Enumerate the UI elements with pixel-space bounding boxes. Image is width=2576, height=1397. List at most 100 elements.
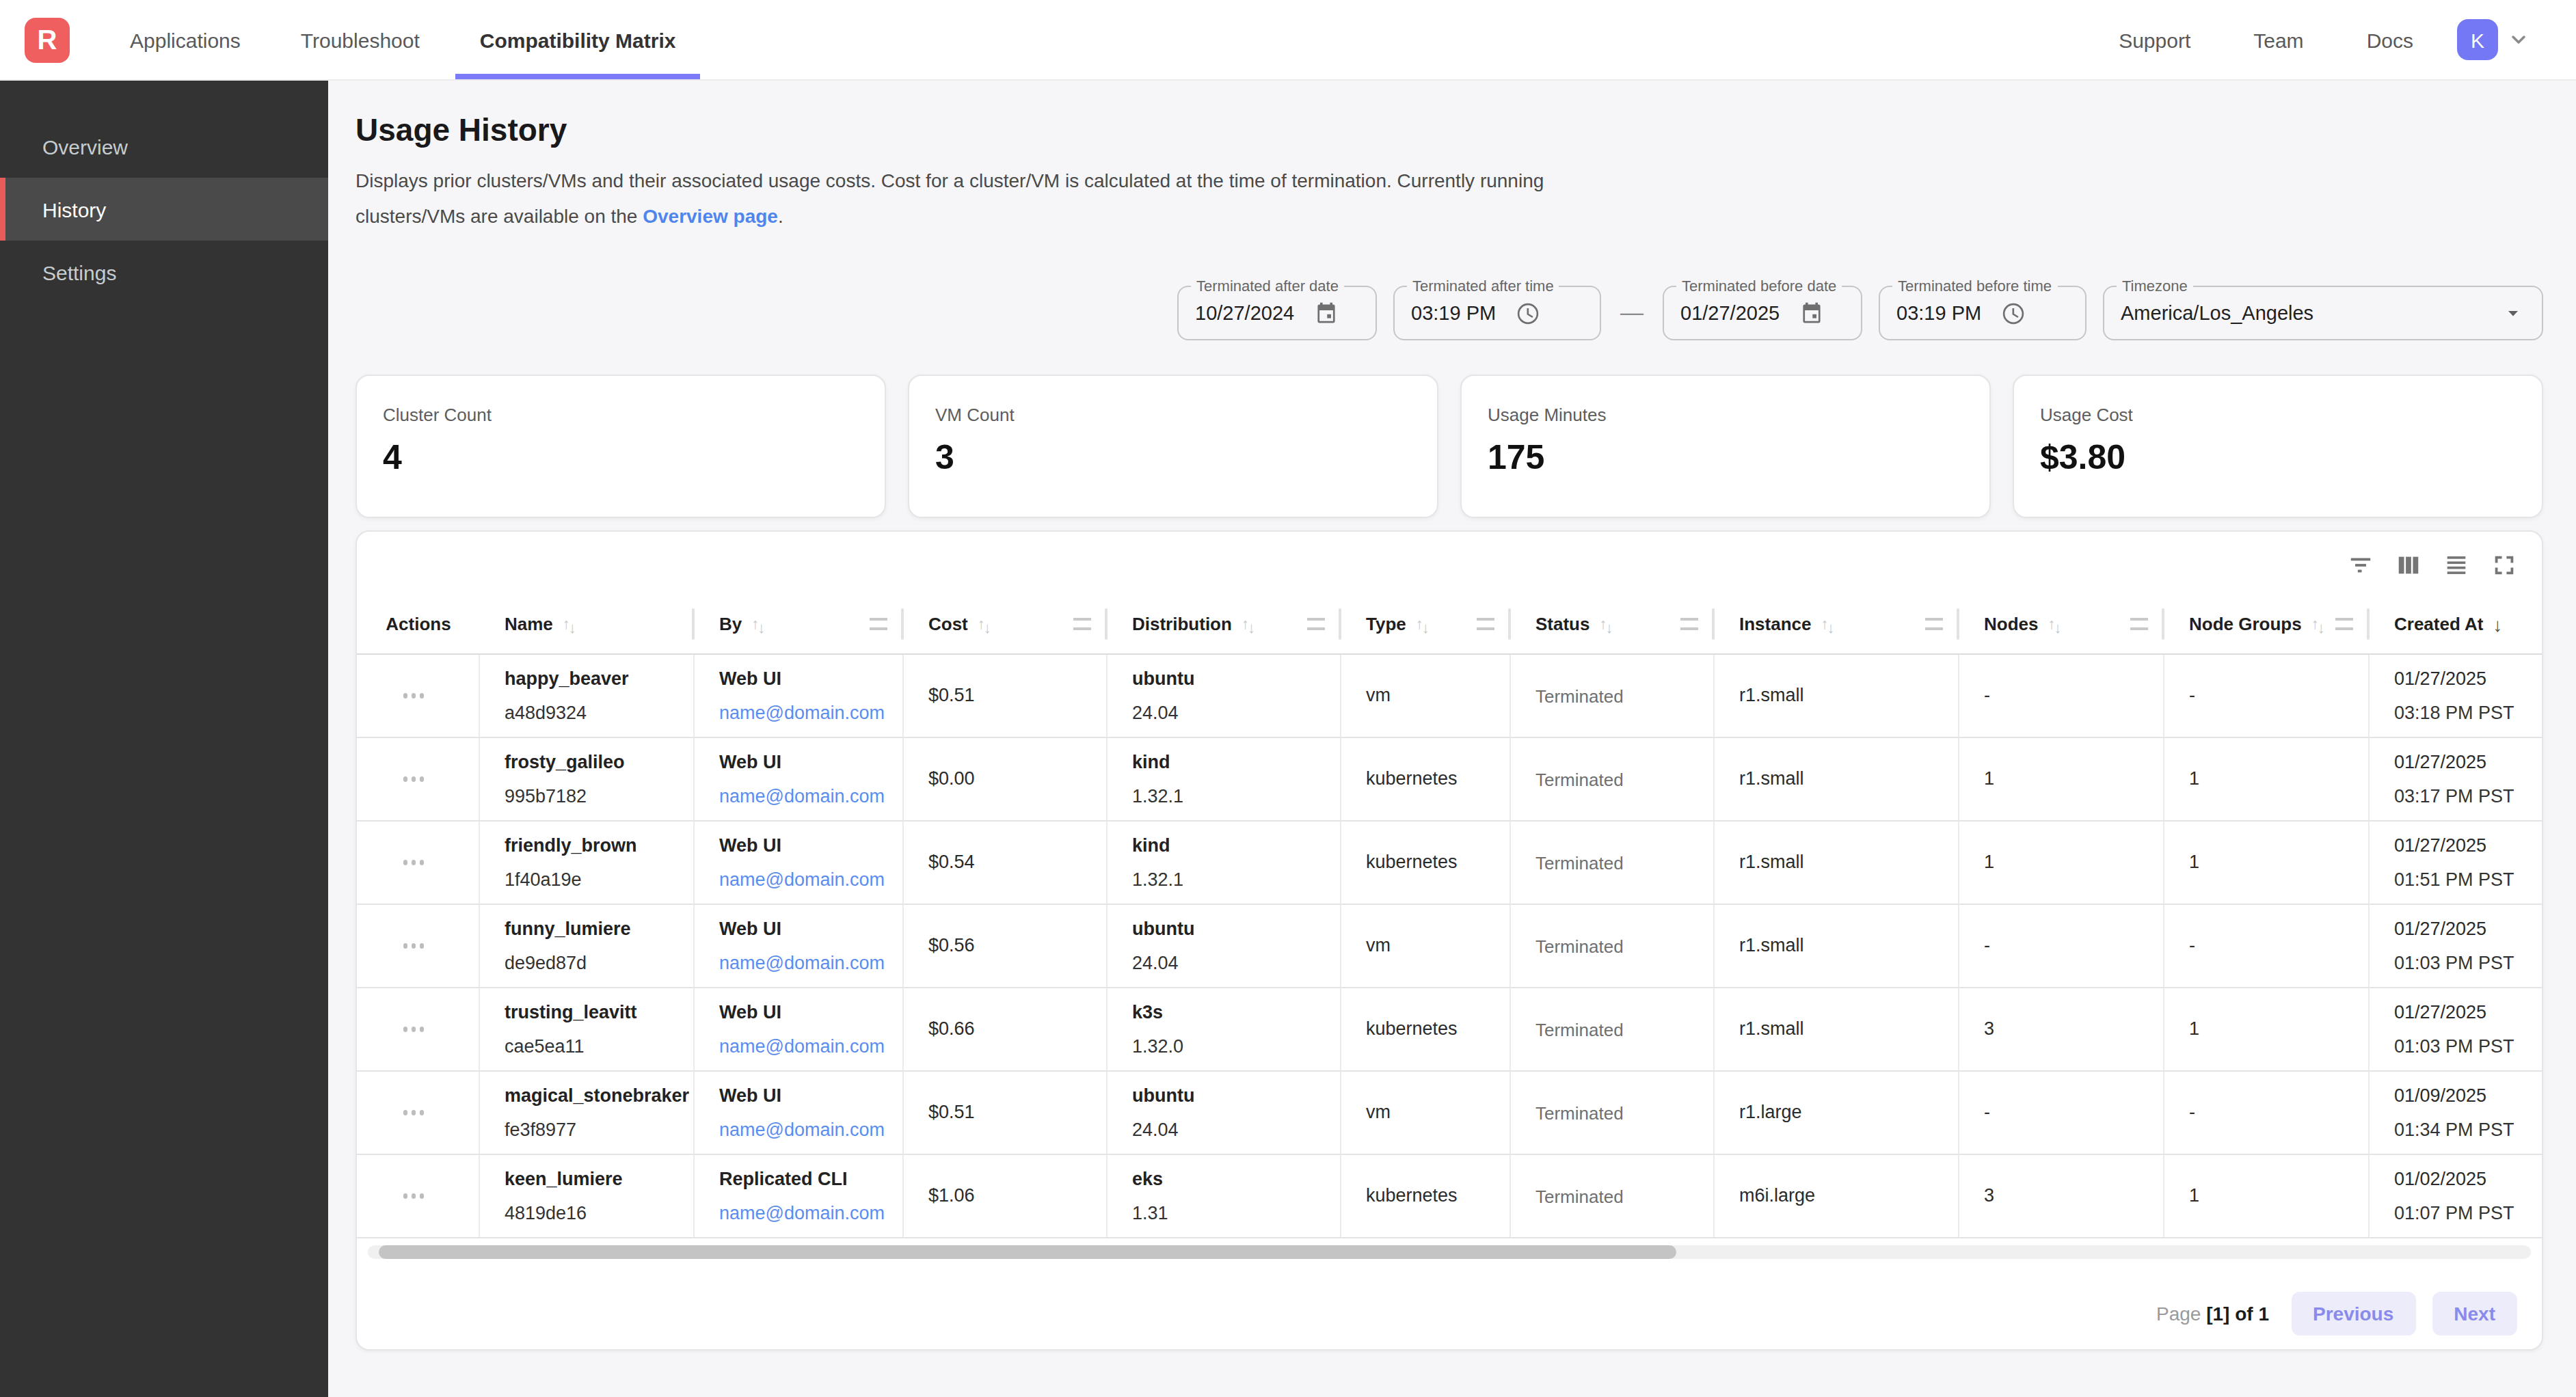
ellipsis-icon[interactable] <box>403 1027 425 1032</box>
replicated-logo[interactable]: R <box>25 17 70 62</box>
column-menu-icon[interactable] <box>1477 618 1494 630</box>
column-label: Distribution <box>1132 614 1232 634</box>
calendar-icon[interactable] <box>1799 301 1823 325</box>
row-actions-button[interactable] <box>357 822 480 904</box>
sidebar-item-settings[interactable]: Settings <box>0 241 328 303</box>
sort-icon[interactable]: ↑↓ <box>978 616 991 632</box>
column-menu-icon[interactable] <box>2335 618 2353 630</box>
terminated-before-date-field[interactable]: Terminated before date01/27/2025 <box>1663 286 1862 340</box>
email-link[interactable]: name@domain.com <box>719 1036 885 1057</box>
ellipsis-icon[interactable] <box>403 777 425 782</box>
field-value: America/Los_Angeles <box>2121 302 2313 324</box>
terminated-after-time-field[interactable]: Terminated after time03:19 PM <box>1393 286 1601 340</box>
column-menu-icon[interactable] <box>2130 618 2148 630</box>
created-date: 01/27/2025 <box>2394 1001 2534 1025</box>
nodes-value: - <box>1984 1100 2155 1125</box>
stat-card-cluster-count: Cluster Count4 <box>355 375 886 518</box>
email-link[interactable]: name@domain.com <box>719 953 885 973</box>
horizontal-scrollbar[interactable] <box>368 1245 2531 1259</box>
email-link[interactable]: name@domain.com <box>719 786 885 806</box>
column-header-name[interactable]: Name↑↓ <box>480 595 695 653</box>
terminated-after-date-field[interactable]: Terminated after date10/27/2024 <box>1177 286 1377 340</box>
sort-desc-icon[interactable]: ↓ <box>2493 614 2503 634</box>
row-actions-button[interactable] <box>357 655 480 737</box>
column-menu-icon[interactable] <box>1307 618 1325 630</box>
email-link[interactable]: name@domain.com <box>719 1203 885 1223</box>
ellipsis-icon[interactable] <box>403 1194 425 1199</box>
sort-icon[interactable]: ↑↓ <box>2048 616 2061 632</box>
caret-icon[interactable] <box>2504 303 2523 323</box>
stat-label: Usage Cost <box>2040 405 2516 425</box>
ellipsis-icon[interactable] <box>403 860 425 865</box>
row-actions-button[interactable] <box>357 988 480 1070</box>
cell-type: kubernetes <box>1341 988 1511 1070</box>
sort-icon[interactable]: ↑↓ <box>1821 616 1835 632</box>
sort-icon[interactable]: ↑↓ <box>2311 616 2325 632</box>
sort-icon[interactable]: ↑↓ <box>563 616 576 632</box>
description-text: Displays prior clusters/VMs and their as… <box>355 169 1544 227</box>
previous-page-button[interactable]: Previous <box>2291 1292 2415 1335</box>
user-avatar[interactable]: K <box>2457 19 2498 60</box>
sort-icon[interactable]: ↑↓ <box>1599 616 1613 632</box>
column-header-cost[interactable]: Cost↑↓ <box>904 595 1108 653</box>
chevron-down-icon[interactable] <box>2508 29 2530 51</box>
email-link[interactable]: name@domain.com <box>719 1120 885 1140</box>
created-by-email: name@domain.com <box>719 785 894 809</box>
cell-name: friendly_brown1f40a19e <box>480 822 695 904</box>
overview-page-link[interactable]: Overview page <box>643 205 778 227</box>
column-header-status[interactable]: Status↑↓ <box>1511 595 1715 653</box>
cost-value: $0.54 <box>928 850 1098 875</box>
column-header-by[interactable]: By↑↓ <box>695 595 904 653</box>
row-actions-button[interactable] <box>357 1072 480 1154</box>
cluster-name: funny_lumiere <box>505 917 685 942</box>
row-actions-button[interactable] <box>357 905 480 987</box>
sidebar-item-history[interactable]: History <box>0 178 328 241</box>
nav-link-docs[interactable]: Docs <box>2367 28 2413 51</box>
column-menu-icon[interactable] <box>1925 618 1943 630</box>
scrollbar-thumb[interactable] <box>379 1245 1676 1259</box>
row-actions-button[interactable] <box>357 1155 480 1237</box>
cell-created-at: 01/27/202501:03 PM PST <box>2370 988 2542 1070</box>
column-header-type[interactable]: Type↑↓ <box>1341 595 1511 653</box>
ellipsis-icon[interactable] <box>403 694 425 698</box>
column-menu-icon[interactable] <box>1680 618 1698 630</box>
column-header-node-groups[interactable]: Node Groups↑↓ <box>2164 595 2370 653</box>
email-link[interactable]: name@domain.com <box>719 869 885 890</box>
sort-icon[interactable]: ↑↓ <box>751 616 765 632</box>
column-header-nodes[interactable]: Nodes↑↓ <box>1959 595 2164 653</box>
row-actions-button[interactable] <box>357 738 480 820</box>
email-link[interactable]: name@domain.com <box>719 703 885 723</box>
timezone-select[interactable]: TimezoneAmerica/Los_Angeles <box>2103 286 2543 340</box>
nav-link-support[interactable]: Support <box>2119 28 2190 51</box>
cost-value: $0.00 <box>928 767 1098 791</box>
sort-icon[interactable]: ↑↓ <box>1242 616 1255 632</box>
cluster-name: keen_lumiere <box>505 1167 685 1192</box>
sort-icon[interactable]: ↑↓ <box>1416 616 1430 632</box>
ellipsis-icon[interactable] <box>403 944 425 949</box>
calendar-icon[interactable] <box>1313 301 1338 325</box>
columns-icon[interactable] <box>2394 551 2421 578</box>
terminated-before-time-field[interactable]: Terminated before time03:19 PM <box>1879 286 2087 340</box>
column-header-distribution[interactable]: Distribution ↑↓ <box>1108 595 1341 653</box>
sidebar-item-overview[interactable]: Overview <box>0 115 328 178</box>
next-page-button[interactable]: Next <box>2432 1292 2517 1335</box>
column-header-created-at[interactable]: Created At↓ <box>2370 595 2542 653</box>
cell-instance: r1.large <box>1715 1072 1959 1154</box>
filter-icon[interactable] <box>2346 551 2374 578</box>
column-header-instance[interactable]: Instance↑↓ <box>1715 595 1959 653</box>
nav-tab-troubleshoot[interactable]: Troubleshoot <box>298 0 422 79</box>
clock-icon[interactable] <box>2000 300 2026 326</box>
nav-link-team[interactable]: Team <box>2253 28 2303 51</box>
column-menu-icon[interactable] <box>1073 618 1091 630</box>
ellipsis-icon[interactable] <box>403 1111 425 1115</box>
stat-label: Cluster Count <box>383 405 859 425</box>
distribution-version: 1.31 <box>1132 1202 1332 1226</box>
fullscreen-icon[interactable] <box>2490 551 2517 578</box>
column-menu-icon[interactable] <box>870 618 887 630</box>
nav-tab-compatibility-matrix[interactable]: Compatibility Matrix <box>477 0 679 79</box>
density-icon[interactable] <box>2442 551 2469 578</box>
nodes-value: - <box>1984 934 2155 958</box>
table-row-trusting-leavitt: trusting_leavittcae5ea11Web UIname@domai… <box>357 988 2542 1072</box>
clock-icon[interactable] <box>1515 300 1541 326</box>
nav-tab-applications[interactable]: Applications <box>127 0 243 79</box>
